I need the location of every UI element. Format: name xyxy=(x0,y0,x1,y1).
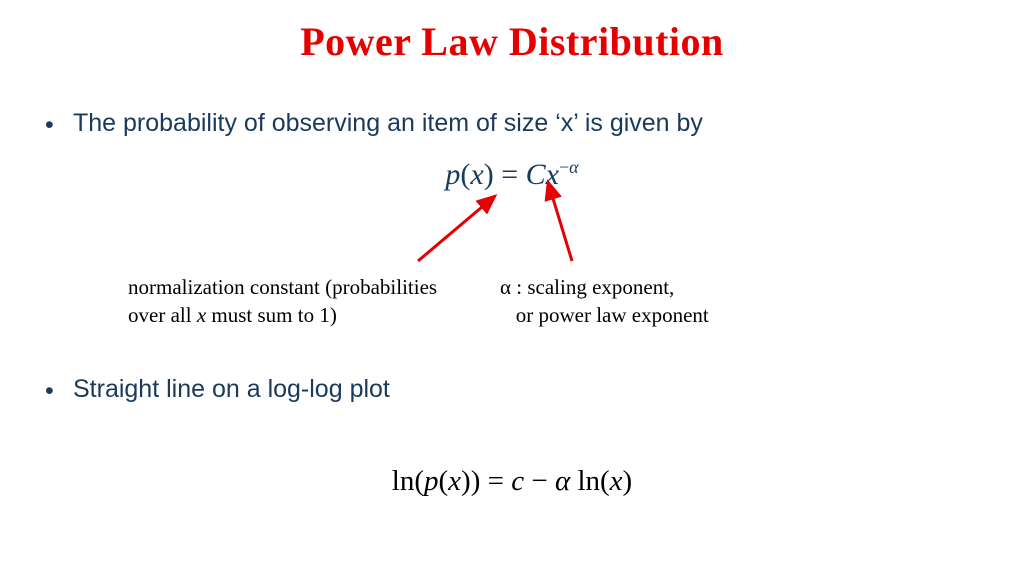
bullet-item-1: • The probability of observing an item o… xyxy=(73,107,703,140)
note1-l2x: x xyxy=(197,303,206,327)
formula-power-law: p(x) = Cx−α xyxy=(0,157,1024,192)
bullet-item-2: • Straight line on a log-log plot xyxy=(73,373,390,406)
f2-x2: x xyxy=(610,465,623,497)
f2-ln1: ln( xyxy=(392,465,424,497)
annotation-alpha: α : scaling exponent, or power law expon… xyxy=(500,273,800,330)
f2-alpha: α xyxy=(555,465,570,497)
f2-open: ( xyxy=(439,465,449,497)
bullet-text-2: Straight line on a log-log plot xyxy=(73,375,390,403)
f1-x: x xyxy=(470,158,483,191)
annotation-normalization: normalization constant (probabilities ov… xyxy=(128,273,468,330)
f1-p: p xyxy=(445,158,460,191)
formula-loglog: ln(p(x)) = c − α ln(x) xyxy=(0,465,1024,498)
f1-close: ) xyxy=(484,158,494,191)
note2-l1: α : scaling exponent, xyxy=(500,275,674,299)
f2-p: p xyxy=(424,465,439,497)
bullet-text-1: The probability of observing an item of … xyxy=(73,109,703,137)
f2-close: )) xyxy=(461,465,480,497)
f1-c: C xyxy=(526,158,546,191)
note2-l2: or power law exponent xyxy=(500,303,709,327)
note1-l2b: must sum to 1) xyxy=(206,303,337,327)
f2-x: x xyxy=(448,465,461,497)
f2-minus: − xyxy=(524,465,555,497)
f1-exp-alpha: α xyxy=(569,157,578,177)
f1-x2: x xyxy=(546,158,559,191)
f1-open: ( xyxy=(460,158,470,191)
bullet-dot-icon: • xyxy=(45,375,54,408)
bullet-dot-icon: • xyxy=(45,109,54,142)
f1-eq: = xyxy=(494,158,526,191)
note1-l2a: over all xyxy=(128,303,197,327)
f1-exp-minus: − xyxy=(559,157,569,177)
f2-ln2: ln( xyxy=(577,465,609,497)
f2-close2: ) xyxy=(623,465,633,497)
f2-eq: = xyxy=(480,465,511,497)
slide-title: Power Law Distribution xyxy=(0,0,1024,65)
note1-l1: normalization constant (probabilities xyxy=(128,275,437,299)
f2-c: c xyxy=(511,465,524,497)
